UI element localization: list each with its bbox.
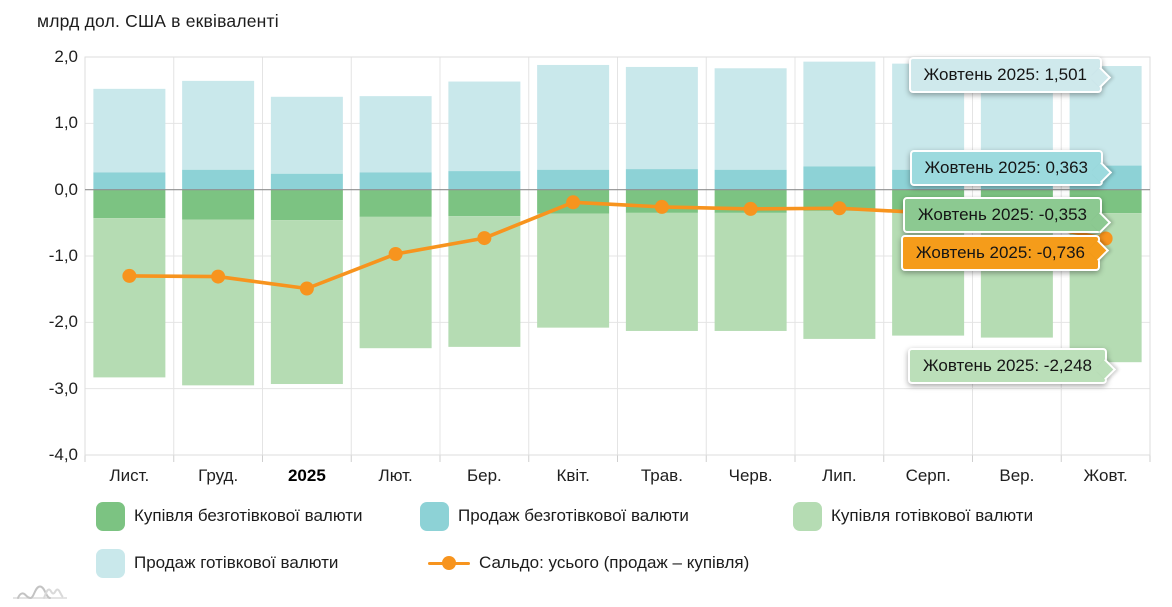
legend-item-buy-noncash[interactable]: Купівля безготівкової валюти <box>96 500 363 532</box>
legend-swatch-icon <box>793 501 822 531</box>
x-axis-label: Вер. <box>999 466 1035 485</box>
bar-segment-sale-cash[interactable] <box>803 61 876 167</box>
bar-segment-sale-noncash[interactable] <box>182 169 255 190</box>
bar-segment-buy-cash[interactable] <box>537 213 610 328</box>
saldo-point[interactable] <box>299 281 314 296</box>
bar-segment-sale-noncash[interactable] <box>803 166 876 190</box>
bar-segment-sale-cash[interactable] <box>537 64 610 170</box>
plot-border <box>84 56 1151 456</box>
bar-segment-buy-noncash[interactable] <box>270 189 343 221</box>
tooltip-text: Жовтень 2025: -0,353 <box>917 205 1087 224</box>
y-axis-label: -1,0 <box>48 246 78 265</box>
bar-segment-buy-cash[interactable] <box>93 218 166 378</box>
bar-segment-sale-cash[interactable] <box>448 81 521 172</box>
bar-segment-sale-noncash[interactable] <box>270 173 343 190</box>
bar-segment-buy-cash[interactable] <box>803 210 876 339</box>
bar-segment-sale-cash[interactable] <box>359 96 432 173</box>
chart-tooltip: Жовтень 2025: -0,736 <box>900 235 1110 271</box>
y-axis-label: 2,0 <box>54 47 78 66</box>
bar-segment-buy-cash[interactable] <box>270 220 343 385</box>
chart-tooltip: Жовтень 2025: -2,248 <box>907 348 1117 384</box>
bar-segment-buy-cash[interactable] <box>625 212 698 331</box>
y-axis: 2,0 1,0 0,0 -1,0 -2,0 -3,0 -4,0 <box>0 0 78 607</box>
x-axis-label: Лист. <box>109 466 150 485</box>
legend-item-sale-noncash[interactable]: Продаж безготівкової валюти <box>420 500 689 532</box>
legend-label: Сальдо: усього (продаж – купівля) <box>479 553 750 572</box>
saldo-point[interactable] <box>388 247 403 262</box>
x-axis-label: 2025 <box>287 466 326 485</box>
saldo-point[interactable] <box>211 269 226 284</box>
legend-swatch-icon <box>96 548 125 578</box>
chart-tooltip: Жовтень 2025: 0,363 <box>909 150 1113 186</box>
y-axis-label: 1,0 <box>54 113 78 133</box>
saldo-point[interactable] <box>832 201 847 216</box>
x-axis-label: Черв. <box>728 466 773 485</box>
bar-segment-sale-noncash[interactable] <box>625 169 698 190</box>
saldo-point[interactable] <box>743 201 758 216</box>
bar-segment-sale-cash[interactable] <box>93 88 166 173</box>
legend-swatch-icon <box>420 501 449 531</box>
bar-segment-buy-noncash[interactable] <box>803 189 876 211</box>
tooltip-text: Жовтень 2025: 0,363 <box>924 158 1088 177</box>
legend-label: Купівля безготівкової валюти <box>134 506 363 525</box>
chart-tooltip: Жовтень 2025: -0,353 <box>902 197 1112 234</box>
x-axis-label: Лип. <box>822 466 857 485</box>
saldo-point[interactable] <box>566 195 581 210</box>
tooltip-text: Жовтень 2025: -0,736 <box>915 243 1085 262</box>
bar-segment-sale-cash[interactable] <box>182 80 255 170</box>
legend-label: Продаж безготівкової валюти <box>458 506 689 525</box>
legend-item-sale-cash[interactable]: Продаж готівкової валюти <box>96 547 338 579</box>
x-axis-label: Квіт. <box>556 466 590 485</box>
y-axis-label: 0,0 <box>54 179 78 199</box>
legend-item-buy-cash[interactable]: Купівля готівкової валюти <box>793 500 1033 532</box>
chart-title: млрд дол. США в еквіваленті <box>37 11 279 31</box>
bar-segment-sale-noncash[interactable] <box>448 171 521 190</box>
chart-tooltip: Жовтень 2025: 1,501 <box>908 57 1112 93</box>
bar-segment-sale-cash[interactable] <box>270 96 343 174</box>
bar-segment-sale-noncash[interactable] <box>537 169 610 190</box>
bar-segment-buy-cash[interactable] <box>714 212 787 331</box>
legend-swatch-icon <box>96 501 125 531</box>
bar-segment-buy-noncash[interactable] <box>448 189 521 217</box>
bar-segment-buy-cash[interactable] <box>182 219 255 386</box>
saldo-point[interactable] <box>122 268 137 283</box>
bar-segment-buy-noncash[interactable] <box>93 189 166 219</box>
tooltip-text: Жовтень 2025: 1,501 <box>923 65 1087 84</box>
bar-segment-sale-cash[interactable] <box>625 66 698 170</box>
saldo-point[interactable] <box>477 231 492 246</box>
bar-segment-buy-cash[interactable] <box>980 212 1053 338</box>
bar-segment-buy-noncash[interactable] <box>182 189 255 220</box>
x-axis-label: Серп. <box>905 466 951 485</box>
y-axis-label: -2,0 <box>48 312 78 332</box>
bar-segment-buy-cash[interactable] <box>359 216 432 349</box>
legend-label: Продаж готівкової валюти <box>134 553 339 572</box>
bar-segment-buy-noncash[interactable] <box>359 189 432 217</box>
bar-segment-sale-noncash[interactable] <box>359 172 432 190</box>
bar-segment-sale-noncash[interactable] <box>93 172 166 190</box>
x-axis-label: Трав. <box>640 466 683 485</box>
bar-segment-sale-cash[interactable] <box>714 68 787 170</box>
bar-segment-buy-cash[interactable] <box>892 212 965 336</box>
x-axis-label: Лют. <box>378 466 413 485</box>
legend-label: Купівля готівкової валюти <box>831 506 1034 525</box>
x-axis-label: Груд. <box>198 466 239 485</box>
y-axis-label: -3,0 <box>48 378 78 398</box>
bar-segment-sale-noncash[interactable] <box>714 169 787 190</box>
x-axis-label: Бер. <box>466 466 502 485</box>
saldo-point[interactable] <box>654 199 669 214</box>
saldo-point[interactable] <box>1098 231 1113 246</box>
saldo-line-icon <box>428 549 470 578</box>
amcharts-logo[interactable] <box>10 580 70 604</box>
legend-item-saldo[interactable]: Сальдо: усього (продаж – купівля) <box>428 547 749 579</box>
y-axis-label: -4,0 <box>48 445 78 464</box>
x-axis-label: Жовт. <box>1083 466 1128 485</box>
tooltip-text: Жовтень 2025: -2,248 <box>922 356 1092 375</box>
